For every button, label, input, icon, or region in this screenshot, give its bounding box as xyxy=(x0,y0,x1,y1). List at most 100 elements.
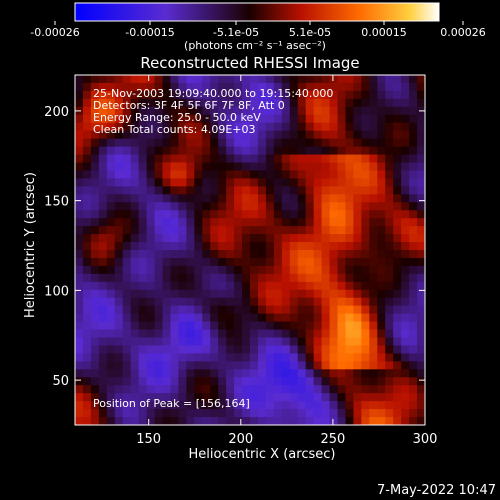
heatmap-cell xyxy=(273,130,283,140)
heatmap-cell xyxy=(90,305,100,315)
heatmap-cell xyxy=(289,265,299,275)
heatmap-cell xyxy=(234,345,243,355)
heatmap-cell xyxy=(321,313,331,323)
heatmap-cell xyxy=(114,226,124,235)
heatmap-cell xyxy=(194,202,203,211)
heatmap-cell xyxy=(250,154,259,164)
heatmap-cell xyxy=(313,265,323,275)
heatmap-cell xyxy=(409,305,418,315)
heatmap-cell xyxy=(82,146,92,156)
heatmap-cell xyxy=(281,130,291,140)
heatmap-cell xyxy=(401,329,410,339)
heatmap-cell xyxy=(75,337,84,347)
heatmap-cell xyxy=(98,337,108,347)
heatmap-cell xyxy=(218,401,227,410)
heatmap-cell xyxy=(289,218,299,227)
heatmap-cell xyxy=(194,154,203,164)
heatmap-cell xyxy=(417,210,425,219)
heatmap-cell xyxy=(289,401,299,410)
heatmap-cell xyxy=(186,385,195,394)
heatmap-cell xyxy=(202,106,211,116)
heatmap-cell xyxy=(194,345,203,355)
heatmap-cell xyxy=(417,146,425,156)
heatmap-cell xyxy=(90,106,100,116)
heatmap-cell xyxy=(218,98,227,108)
heatmap-cell xyxy=(393,345,402,355)
heatmap-cell xyxy=(210,242,219,251)
heatmap-cell xyxy=(329,281,339,291)
heatmap-cell xyxy=(138,210,148,219)
heatmap-cell xyxy=(417,98,425,108)
heatmap-cell xyxy=(409,234,418,243)
heatmap-cell xyxy=(202,122,211,132)
heatmap-cell xyxy=(289,321,299,331)
heatmap-cell xyxy=(329,289,339,299)
heatmap-cell xyxy=(321,218,331,227)
heatmap-cell xyxy=(329,138,339,148)
heatmap-cell xyxy=(345,337,355,347)
heatmap-cell xyxy=(242,417,251,425)
heatmap-cell xyxy=(369,250,378,259)
heatmap-cell xyxy=(393,162,402,172)
heatmap-cell xyxy=(202,329,211,339)
heatmap-cell xyxy=(337,194,347,203)
x-axis: 150 200 250 300 xyxy=(136,75,437,447)
heatmap-cell xyxy=(250,409,259,418)
heatmap-cell xyxy=(210,353,219,362)
heatmap-cell xyxy=(281,154,291,164)
heatmap-cell xyxy=(281,361,291,370)
heatmap-cell xyxy=(218,138,227,148)
heatmap-cell xyxy=(162,130,172,140)
heatmap-cell xyxy=(162,194,172,203)
heatmap-cell xyxy=(162,329,172,339)
heatmap-cell xyxy=(297,98,307,108)
heatmap-cell xyxy=(409,385,418,394)
heatmap-cell xyxy=(369,361,378,370)
heatmap-cell xyxy=(321,329,331,339)
heatmap-cell xyxy=(98,250,108,259)
heatmap-cell xyxy=(90,361,100,370)
heatmap-cell xyxy=(242,321,251,331)
heatmap-cell xyxy=(329,154,339,164)
heatmap-cell xyxy=(385,202,394,211)
heatmap-cell xyxy=(218,361,227,370)
heatmap-cell xyxy=(289,122,299,132)
heatmap-cell xyxy=(114,337,124,347)
heatmap-cell xyxy=(257,401,267,410)
heatmap-cell xyxy=(218,353,227,362)
heatmap-cell xyxy=(114,297,124,307)
heatmap-cell xyxy=(194,242,203,251)
heatmap-cell xyxy=(385,178,394,187)
heatmap-cell xyxy=(178,162,187,172)
heatmap-cell xyxy=(98,281,108,291)
heatmap-cell xyxy=(361,369,370,378)
heatmap-cell xyxy=(297,377,307,386)
heatmap-cell xyxy=(218,409,227,418)
heatmap-cell xyxy=(226,90,235,100)
heatmap-cell xyxy=(321,90,331,100)
heatmap-cell xyxy=(194,305,203,315)
heatmap-cell xyxy=(345,417,355,425)
heatmap-cell xyxy=(297,146,307,156)
heatmap-cell xyxy=(265,186,275,195)
heatmap-cell xyxy=(210,337,219,347)
heatmap-cell xyxy=(210,202,219,211)
heatmap-cell xyxy=(154,210,164,219)
heatmap-cell xyxy=(186,321,195,331)
heatmap-cell xyxy=(226,409,235,418)
heatmap-cell xyxy=(345,162,355,172)
heatmap-cell xyxy=(353,98,362,108)
heatmap-cell xyxy=(265,250,275,259)
heatmap-cell xyxy=(401,345,410,355)
heatmap-cell xyxy=(122,210,132,219)
heatmap-cell xyxy=(281,250,291,259)
heatmap-cell xyxy=(257,226,267,235)
heatmap-cell xyxy=(377,329,386,339)
heatmap-cell xyxy=(162,82,172,92)
heatmap-cell xyxy=(297,162,307,172)
heatmap-cell xyxy=(345,409,355,418)
heatmap-cell xyxy=(186,194,195,203)
heatmap-cell xyxy=(361,361,370,370)
heatmap-cell xyxy=(250,377,259,386)
heatmap-cell xyxy=(218,417,227,425)
